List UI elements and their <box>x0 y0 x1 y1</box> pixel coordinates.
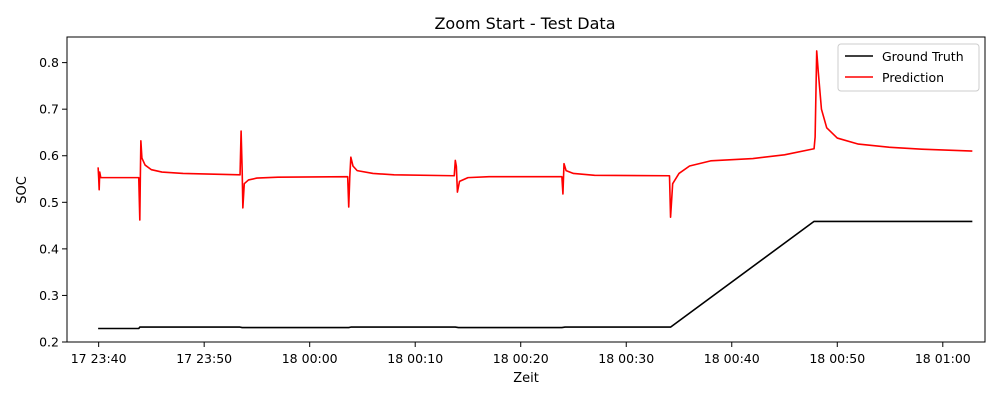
x-tick-label: 18 00:40 <box>704 351 760 366</box>
legend-box <box>837 43 980 92</box>
x-axis-ticks: 17 23:40 17 23:50 18 00:00 18 00:10 18 00:20… <box>71 342 971 366</box>
y-tick-label: 0.6 <box>39 148 59 163</box>
series-line-prediction <box>97 50 973 221</box>
x-tick-label: 18 01:00 <box>915 351 971 366</box>
plot-frame <box>66 36 986 343</box>
x-tick-label: 18 00:50 <box>809 351 865 366</box>
x-tick-label: 18 00:00 <box>282 351 338 366</box>
y-axis-label: SOC <box>15 176 30 204</box>
series-line-ground-truth <box>98 220 973 330</box>
chart-title: Zoom Start - Test Data <box>434 14 615 33</box>
y-axis-ticks: 0.2 0.3 0.4 0.5 0.6 0.7 0.8 <box>39 55 67 350</box>
y-tick-label: 0.2 <box>39 335 59 350</box>
y-tick-label: 0.8 <box>39 55 59 70</box>
x-axis-label: Zeit <box>513 371 539 386</box>
legend-label-prediction: Prediction <box>882 70 944 85</box>
x-tick-label: 18 00:30 <box>598 351 654 366</box>
y-tick-label: 0.5 <box>39 195 59 210</box>
y-tick-label: 0.3 <box>39 288 59 303</box>
legend: Ground Truth Prediction <box>837 43 980 92</box>
y-tick-label: 0.4 <box>39 241 59 256</box>
x-tick-label: 18 00:20 <box>493 351 549 366</box>
y-tick-label: 0.7 <box>39 102 59 117</box>
x-tick-label: 17 23:40 <box>71 351 127 366</box>
x-tick-label: 18 00:10 <box>387 351 443 366</box>
legend-label-ground-truth: Ground Truth <box>882 49 964 64</box>
x-tick-label: 17 23:50 <box>176 351 232 366</box>
plot-area <box>97 50 973 330</box>
